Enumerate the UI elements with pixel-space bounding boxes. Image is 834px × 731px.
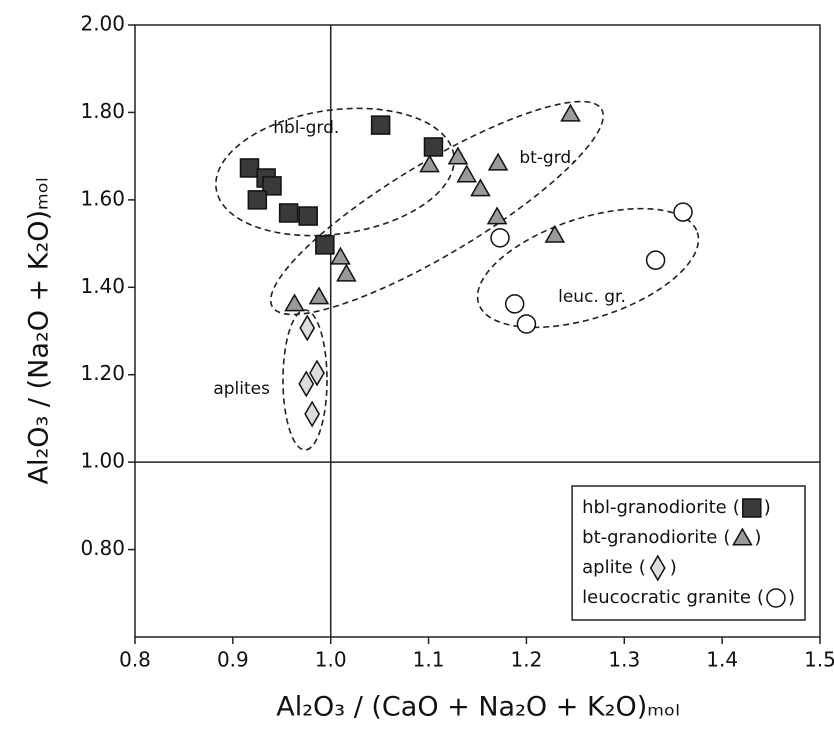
legend-marker bbox=[649, 554, 666, 582]
x-tick-label: 1.5 bbox=[804, 648, 834, 672]
legend-bracket: ) bbox=[754, 527, 761, 548]
annotation: leuc. gr. bbox=[558, 287, 626, 307]
marker-triangle bbox=[544, 224, 566, 243]
legend-entry: hbl-granodiorite () bbox=[582, 497, 771, 518]
marker-square bbox=[247, 190, 268, 210]
y-tick-label: 1.80 bbox=[80, 99, 125, 123]
legend-marker bbox=[766, 588, 786, 608]
marker-triangle bbox=[330, 246, 351, 265]
x-tick-label: 1.1 bbox=[413, 648, 445, 672]
envelope bbox=[476, 207, 700, 329]
marker-circle bbox=[516, 314, 537, 334]
annotation: aplites bbox=[213, 379, 270, 399]
legend-marker bbox=[742, 498, 762, 518]
x-tick-label: 0.9 bbox=[217, 648, 249, 672]
x-axis-label: Al₂O₃ / (CaO + Na₂O + K₂O)ₘₒₗ bbox=[276, 692, 680, 723]
legend-bracket: ( bbox=[723, 527, 730, 548]
legend-bracket: ( bbox=[757, 587, 764, 608]
legend-entry: bt-granodiorite () bbox=[582, 527, 761, 548]
annotation: bt-grd. bbox=[519, 148, 576, 168]
x-tick-label: 1.2 bbox=[511, 648, 543, 672]
marker-diamond bbox=[298, 370, 315, 398]
x-tick-label: 1.3 bbox=[608, 648, 640, 672]
y-tick-label: 1.00 bbox=[80, 449, 125, 473]
marker-diamond bbox=[309, 359, 325, 387]
marker-square bbox=[298, 206, 318, 226]
legend-bracket: ( bbox=[733, 497, 740, 518]
annotation: hbl-grd. bbox=[273, 118, 339, 138]
legend-label: aplite bbox=[582, 557, 633, 578]
marker-square bbox=[370, 115, 391, 135]
marker-circle bbox=[673, 202, 693, 222]
marker-triangle bbox=[560, 103, 581, 122]
legend-bracket: ) bbox=[670, 557, 677, 578]
plot-frame bbox=[134, 24, 821, 638]
legend-entry: aplite () bbox=[582, 554, 677, 582]
marker-diamond bbox=[299, 314, 316, 342]
legend: hbl-granodiorite()bt-granodiorite()aplit… bbox=[571, 485, 806, 621]
legend-entry: leucocratic granite () bbox=[582, 587, 795, 608]
marker-circle bbox=[504, 294, 525, 314]
marker-square bbox=[423, 137, 444, 157]
legend-marker bbox=[732, 527, 753, 546]
marker-triangle bbox=[336, 263, 357, 282]
y-tick-label: 2.00 bbox=[80, 12, 125, 36]
y-tick-label: 1.20 bbox=[80, 361, 125, 385]
y-tick-label: 1.40 bbox=[80, 274, 125, 298]
legend-bracket: ( bbox=[639, 557, 646, 578]
legend-label: leucocratic granite bbox=[582, 587, 751, 608]
marker-circle bbox=[645, 250, 666, 270]
y-tick-label: 0.80 bbox=[80, 536, 125, 560]
x-tick-label: 1.0 bbox=[315, 648, 347, 672]
legend-box bbox=[571, 485, 806, 621]
marker-square bbox=[278, 203, 299, 223]
marker-triangle bbox=[308, 286, 330, 305]
marker-triangle bbox=[419, 154, 440, 173]
legend-bracket: ) bbox=[788, 587, 795, 608]
marker-triangle bbox=[284, 293, 305, 312]
marker-triangle bbox=[470, 178, 491, 197]
marker-diamond bbox=[304, 400, 320, 428]
marker-triangle bbox=[486, 206, 508, 225]
marker-triangle bbox=[487, 152, 509, 171]
y-axis-label: Al₂O₃ / (Na₂O + K₂O)ₘₒₗ bbox=[24, 177, 55, 484]
marker-triangle bbox=[456, 164, 478, 183]
x-tick-label: 0.8 bbox=[119, 648, 151, 672]
legend-label: bt-granodiorite bbox=[582, 527, 717, 548]
marker-square bbox=[239, 158, 260, 178]
marker-triangle bbox=[447, 146, 469, 165]
marker-circle bbox=[490, 228, 510, 248]
x-tick-label: 1.4 bbox=[706, 648, 738, 672]
marker-square bbox=[315, 235, 335, 255]
y-tick-label: 1.60 bbox=[80, 186, 125, 210]
legend-bracket: ) bbox=[764, 497, 771, 518]
legend-label: hbl-granodiorite bbox=[582, 497, 727, 518]
envelope bbox=[282, 309, 328, 451]
marker-square bbox=[262, 176, 282, 196]
